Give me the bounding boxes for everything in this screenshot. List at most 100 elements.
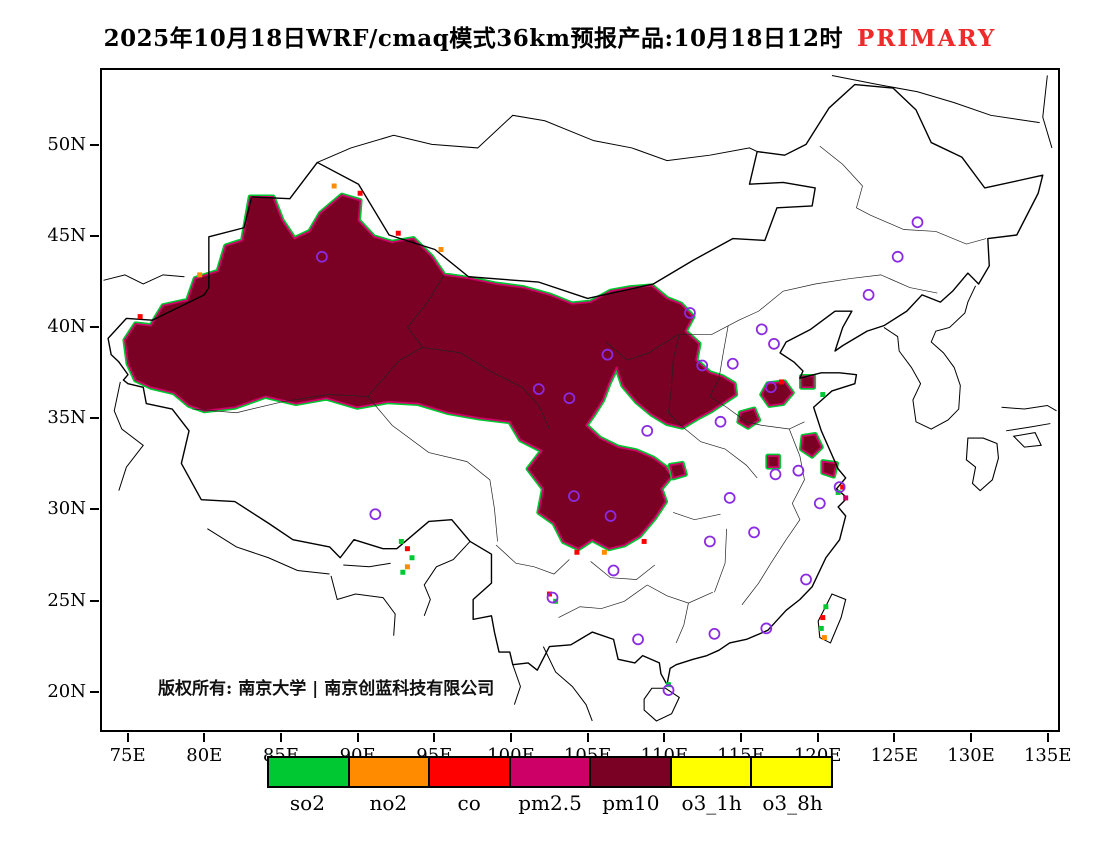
legend-labels: so2 no2 co pm2.5 pm10 o3_1h o3_8h	[267, 791, 833, 815]
city-marker	[760, 622, 773, 635]
legend-label-co: co	[457, 791, 481, 815]
x-tick-label: 80E	[186, 745, 223, 766]
title-highlight: PRIMARY	[857, 25, 997, 52]
y-tick-label: 20N	[47, 680, 86, 702]
city-marker	[703, 535, 716, 548]
pollutant-speck	[331, 183, 337, 189]
copyright-text: 版权所有: 南京大学 | 南京创蓝科技有限公司	[158, 679, 495, 699]
city-marker	[601, 348, 614, 361]
country-border-line	[343, 562, 391, 568]
city-marker	[568, 490, 580, 502]
map-plot: 版权所有: 南京大学 | 南京创蓝科技有限公司	[100, 68, 1060, 732]
city-marker	[532, 383, 545, 396]
city-marker	[696, 359, 709, 372]
title-text: 2025年10月18日WRF/cmaq模式36km预报产品:10月18日12时	[103, 25, 843, 52]
y-tick-label: 40N	[47, 316, 86, 338]
city-marker	[813, 497, 826, 510]
province-border-line	[680, 425, 758, 479]
y-tick-mark	[90, 417, 99, 420]
pollutant-speck	[820, 615, 826, 621]
x-tick-mark	[279, 733, 282, 742]
y-tick-mark	[90, 234, 99, 237]
pollutant-speck	[641, 538, 647, 544]
city-marker	[684, 307, 696, 319]
city-marker	[714, 415, 727, 428]
city-marker	[891, 250, 904, 263]
pollutant-speck	[404, 564, 410, 570]
city-marker	[911, 216, 924, 229]
legend-cell-o3_8h	[752, 758, 832, 786]
province-border-line	[668, 334, 682, 426]
legend-label-o3_1h: o3_1h	[681, 791, 742, 815]
city-marker	[862, 288, 875, 301]
province-border-line	[726, 406, 805, 430]
x-tick-mark	[433, 733, 436, 742]
country-border-line	[423, 541, 471, 616]
legend-cell-pm10	[591, 758, 672, 786]
pollutant-speck	[818, 625, 824, 631]
x-tick-mark	[893, 733, 896, 742]
city-marker	[662, 684, 675, 697]
province-border-line	[495, 544, 570, 575]
province-border-line	[819, 145, 987, 245]
city-marker	[833, 481, 846, 493]
pollutant-speck	[395, 230, 401, 236]
pollutant-speck	[601, 549, 607, 555]
pollutant-speck	[137, 314, 143, 320]
city-marker	[632, 633, 644, 646]
city-marker	[765, 381, 777, 394]
pollutant-speck	[438, 247, 444, 252]
legend-label-so2: so2	[289, 791, 325, 815]
city-marker	[792, 464, 805, 477]
province-border-line	[850, 274, 938, 294]
pollutant-speck	[823, 604, 829, 610]
y-tick-label: 45N	[47, 224, 86, 246]
legend-label-o3_8h: o3_8h	[762, 791, 823, 815]
pollutant-speck	[398, 538, 404, 544]
province-border-line	[367, 396, 498, 542]
city-marker	[800, 573, 812, 586]
legend-cell-co	[430, 758, 511, 786]
x-tick-mark	[586, 733, 589, 742]
x-tick-mark	[356, 733, 359, 742]
city-marker	[546, 591, 559, 604]
province-border-line	[192, 394, 368, 414]
pollutant-speck	[820, 392, 826, 398]
x-tick-mark	[203, 733, 206, 742]
province-border-line	[558, 584, 713, 618]
y-tick-mark	[90, 326, 99, 329]
x-tick-label: 75E	[109, 745, 146, 766]
legend: so2 no2 co pm2.5 pm10 o3_1h o3_8h	[267, 756, 833, 815]
pm10-region	[800, 433, 823, 458]
island-outline	[643, 687, 680, 722]
x-tick-mark	[740, 733, 743, 742]
pollutant-speck	[840, 484, 846, 490]
country-border-line	[113, 381, 144, 491]
pm10-region	[669, 462, 687, 479]
province-border-line	[675, 602, 689, 644]
legend-cell-no2	[349, 758, 431, 786]
province-border-line	[605, 278, 851, 361]
country-border-line	[542, 646, 593, 722]
province-border-line	[785, 428, 805, 540]
y-tick-label: 35N	[47, 407, 86, 429]
province-border-line	[590, 561, 656, 580]
x-tick-mark	[1046, 733, 1049, 742]
country-border-line	[512, 664, 521, 705]
legend-colorbar	[267, 756, 833, 788]
country-border-line	[831, 74, 1040, 124]
x-tick-mark	[126, 733, 129, 742]
pollutant-speck	[404, 546, 410, 552]
pollutant-speck	[357, 190, 363, 196]
city-marker	[563, 392, 576, 405]
city-marker	[755, 323, 768, 336]
pollutant-speck	[197, 272, 203, 278]
pollutant-speck	[821, 635, 827, 641]
pm10-region	[821, 460, 838, 478]
city-marker	[641, 424, 654, 437]
city-marker	[607, 564, 620, 577]
legend-cell-pm2.5	[510, 758, 592, 786]
province-border-line	[709, 325, 729, 408]
y-tick-mark	[90, 143, 99, 146]
city-marker	[768, 337, 780, 350]
